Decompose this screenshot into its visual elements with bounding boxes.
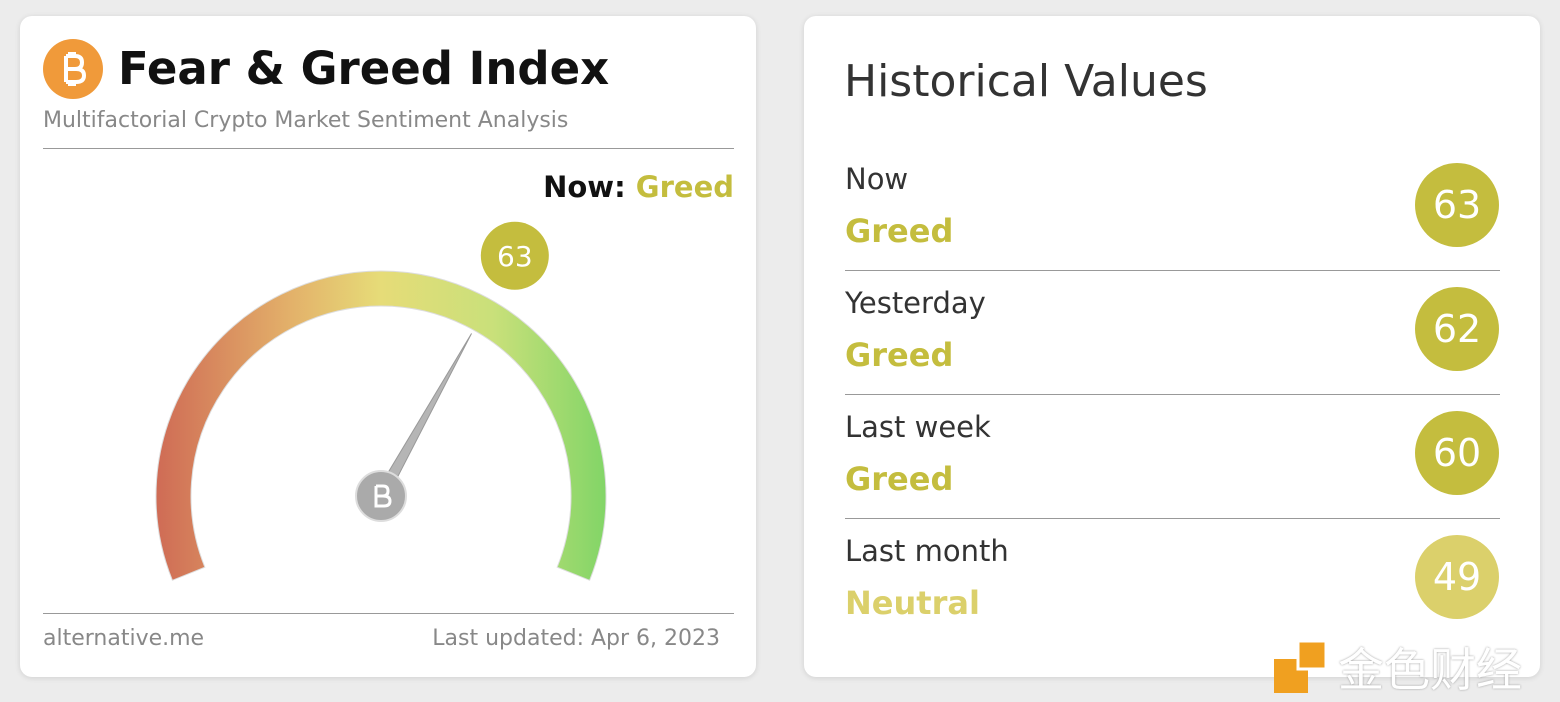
now-label: Now: <box>543 170 626 204</box>
row-value: 62 <box>1415 287 1499 371</box>
row-label: Last month <box>845 534 1009 568</box>
row-value: 60 <box>1415 411 1499 495</box>
value-bubble <box>480 221 549 290</box>
history-card: Historical Values Now Greed 63 Yesterday Gre… <box>804 16 1540 677</box>
now-status: Now: Greed <box>543 170 734 204</box>
subtitle: Multifactorial Crypto Market Sentiment A… <box>43 108 569 133</box>
divider <box>43 613 734 614</box>
watermark-logo <box>1274 639 1328 693</box>
bitcoin-logo <box>43 39 103 99</box>
gauge-arc <box>155 270 607 581</box>
row-value: 49 <box>1415 535 1499 619</box>
hub-logo <box>374 484 392 508</box>
row-classification: Neutral <box>845 584 980 622</box>
watermark-text: 金色财经 <box>1338 643 1522 697</box>
row-label: Last week <box>845 410 991 444</box>
row-classification: Greed <box>845 212 954 250</box>
title: Fear & Greed Index <box>118 42 610 95</box>
gauge: 63 <box>155 221 607 581</box>
watermark: 金色财经 <box>1272 634 1522 700</box>
divider <box>845 394 1500 395</box>
index-card: Fear & Greed Index Multifactorial Crypto… <box>20 16 756 677</box>
now-classification: Greed <box>635 170 734 204</box>
divider <box>845 518 1500 519</box>
last-updated: Last updated: Apr 6, 2023 <box>432 626 720 651</box>
row-value: 63 <box>1415 163 1499 247</box>
row-label: Yesterday <box>845 286 986 320</box>
divider <box>43 148 734 149</box>
source[interactable]: alternative.me <box>43 626 205 651</box>
row-classification: Greed <box>845 460 954 498</box>
row-label: Now <box>845 162 909 196</box>
divider <box>845 270 1500 271</box>
history-title: Historical Values <box>844 56 1208 107</box>
value-label: 63 <box>497 240 533 273</box>
row-classification: Greed <box>845 336 954 374</box>
